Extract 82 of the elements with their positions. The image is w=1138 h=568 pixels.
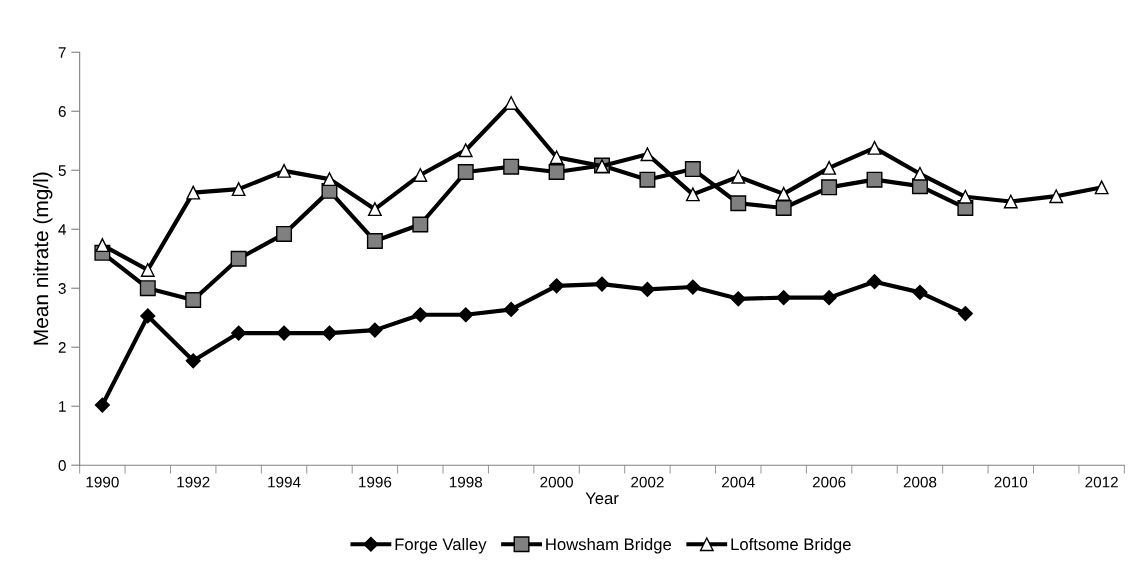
point — [866, 274, 883, 290]
y-tick-label: 1 — [59, 401, 66, 412]
point — [140, 308, 156, 324]
legend-label: Howsham Bridge — [546, 538, 672, 554]
point — [912, 284, 928, 300]
point — [776, 186, 791, 201]
point — [367, 322, 383, 338]
point — [776, 290, 792, 306]
point — [685, 187, 700, 202]
point — [1094, 180, 1109, 195]
x-tick-label: 2006 — [812, 476, 846, 488]
point — [276, 225, 293, 242]
point — [231, 325, 247, 341]
x-tick-label: 2004 — [722, 476, 755, 488]
point — [866, 171, 883, 188]
point — [957, 306, 973, 322]
point — [276, 325, 292, 341]
point — [549, 150, 564, 165]
point — [639, 171, 656, 188]
point — [822, 160, 837, 175]
point — [958, 189, 973, 204]
y-tick-label: 7 — [58, 47, 66, 58]
point — [185, 353, 201, 369]
point — [684, 161, 701, 178]
x-tick-label: 2000 — [540, 476, 573, 488]
point — [1049, 189, 1064, 204]
x-tick-label: 1994 — [268, 476, 301, 488]
point — [412, 216, 429, 233]
y-tick-label: 5 — [58, 165, 66, 176]
x-tick-label: 1990 — [86, 476, 119, 488]
point — [140, 262, 155, 277]
point — [185, 292, 202, 309]
point — [458, 307, 474, 323]
point — [231, 182, 246, 197]
x-tick-label: 1992 — [177, 476, 210, 488]
point — [775, 200, 792, 216]
y-tick-label: 6 — [58, 106, 66, 117]
x-axis-title: Year — [585, 492, 619, 505]
y-tick-label: 2 — [58, 342, 66, 353]
x-tick-label: 1998 — [449, 476, 483, 488]
x-tick-label: 1996 — [359, 476, 392, 488]
point — [503, 158, 520, 175]
point — [139, 280, 156, 297]
point — [367, 202, 382, 217]
point — [731, 169, 746, 184]
point — [640, 147, 655, 162]
point — [503, 301, 519, 318]
legend-label: Loftsome Bridge — [731, 538, 851, 554]
y-tick-label: 3 — [58, 283, 66, 294]
x-tick-label: 2008 — [903, 476, 937, 488]
point — [685, 279, 701, 295]
point — [95, 238, 110, 253]
y-tick-label: 0 — [58, 460, 66, 471]
point — [913, 166, 927, 181]
point — [94, 397, 110, 413]
point — [867, 140, 882, 155]
point — [186, 185, 201, 200]
point — [594, 276, 610, 292]
point — [548, 164, 565, 180]
y-tick-label: 4 — [58, 224, 67, 235]
point — [230, 250, 247, 267]
point — [458, 143, 473, 158]
point — [321, 325, 338, 341]
x-tick-label: 2002 — [631, 476, 664, 488]
x-tick-label: 2010 — [994, 476, 1028, 488]
point — [504, 96, 519, 110]
point — [549, 278, 565, 294]
x-tick-label: 2012 — [1085, 476, 1118, 488]
point — [412, 307, 428, 323]
point — [730, 291, 746, 307]
point — [322, 172, 337, 187]
point — [457, 164, 474, 180]
point — [639, 281, 655, 297]
point — [730, 195, 747, 212]
point — [821, 290, 837, 306]
point — [1003, 194, 1018, 209]
point — [277, 163, 291, 178]
point — [413, 168, 428, 182]
point — [821, 179, 838, 196]
point — [366, 233, 383, 250]
legend-label: Forge Valley — [395, 538, 487, 554]
y-axis-title: Mean nitrate (mg/l) — [32, 172, 53, 345]
